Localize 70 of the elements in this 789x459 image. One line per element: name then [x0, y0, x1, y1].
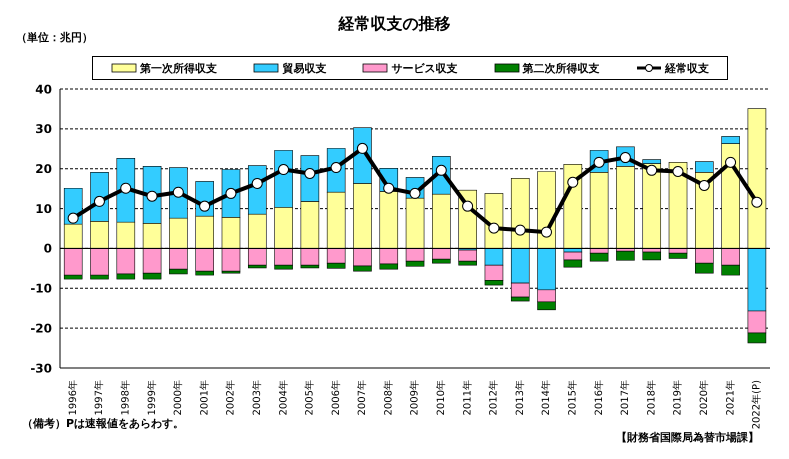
- point: [751, 196, 762, 208]
- text: （単位：兆円）: [16, 30, 93, 45]
- legend-label: 第一次所得収支: [139, 60, 218, 76]
- x-tick-label: 2014年: [540, 380, 552, 416]
- point: [383, 182, 394, 194]
- point: [725, 156, 736, 168]
- x-tick-label: 2018年: [645, 380, 658, 416]
- x-tick-label: 1996年: [66, 380, 79, 416]
- point: [278, 164, 290, 176]
- x-tick-label: 2001年: [198, 380, 210, 416]
- point: [540, 226, 552, 238]
- x-tick-label: 1999年: [146, 380, 158, 416]
- point: [120, 182, 132, 194]
- legend-label: サービス収支: [390, 60, 458, 76]
- x-tick-label: 2009年: [408, 380, 421, 416]
- bar: [616, 250, 635, 261]
- point: [646, 164, 658, 176]
- x-tick-label: 2020年: [698, 380, 710, 416]
- text: （備考）Pは速報値をあらわす。: [22, 416, 184, 431]
- y-tick-label: 30: [35, 122, 52, 136]
- x-tick-label: 2017年: [619, 380, 632, 416]
- point: [172, 186, 184, 198]
- x-tick-label: 1997年: [93, 380, 106, 416]
- x-tick-label: 2011年: [461, 380, 474, 416]
- bar: [668, 252, 688, 259]
- x-tick-label: 2008年: [382, 380, 394, 416]
- point: [146, 190, 158, 202]
- point: [94, 196, 105, 207]
- point: [252, 178, 263, 189]
- y-tick-label: -20: [30, 321, 52, 336]
- point: [672, 166, 684, 178]
- point: [68, 212, 79, 224]
- x-tick-label: 1998年: [119, 380, 132, 416]
- x-tick-label: 2013年: [514, 380, 526, 416]
- y-tick-label: -30: [30, 361, 52, 376]
- x-tick-label: 2010年: [435, 380, 448, 416]
- point: [698, 180, 710, 191]
- y-tick-label: 10: [35, 202, 52, 216]
- x-tick-label: 2004年: [277, 380, 290, 416]
- point: [514, 224, 526, 236]
- x-tick-label: 2021年: [724, 380, 736, 416]
- x-tick-label: 2012年: [488, 380, 500, 416]
- point: [488, 222, 500, 234]
- point: [567, 176, 578, 188]
- x-tick-label: 2022年(P): [750, 380, 763, 430]
- y-tick-label: 40: [35, 82, 52, 96]
- x-tick-label: 2003年: [250, 380, 263, 416]
- x-tick-label: 2005年: [304, 380, 316, 416]
- point: [225, 188, 236, 199]
- bar: [642, 252, 662, 260]
- point: [199, 200, 210, 212]
- point: [356, 142, 368, 154]
- x-tick-label: 2016年: [592, 380, 605, 416]
- x-tick-label: 2002年: [224, 380, 237, 416]
- point: [304, 168, 316, 179]
- y-tick-label: -10: [30, 282, 52, 296]
- bar: [590, 252, 608, 262]
- chart-title: 経常収支の推移: [338, 14, 450, 33]
- x-tick-label: 2006年: [330, 380, 342, 416]
- x-tick-label: 2000年: [172, 380, 184, 416]
- y-tick-label: 0: [44, 242, 52, 256]
- legend-label: 貿易収支: [281, 60, 326, 76]
- legend-label: 第二次所得収支: [522, 60, 600, 76]
- y-tick-label: 20: [35, 162, 52, 176]
- point: [462, 200, 474, 212]
- text: 【財務省国際局為替市場課】: [616, 430, 759, 445]
- legend-label: 経常収支: [664, 60, 709, 76]
- x-tick-label: 2015年: [566, 380, 579, 416]
- x-tick-label: 2007年: [356, 380, 368, 416]
- x-tick-label: 2019年: [672, 380, 684, 416]
